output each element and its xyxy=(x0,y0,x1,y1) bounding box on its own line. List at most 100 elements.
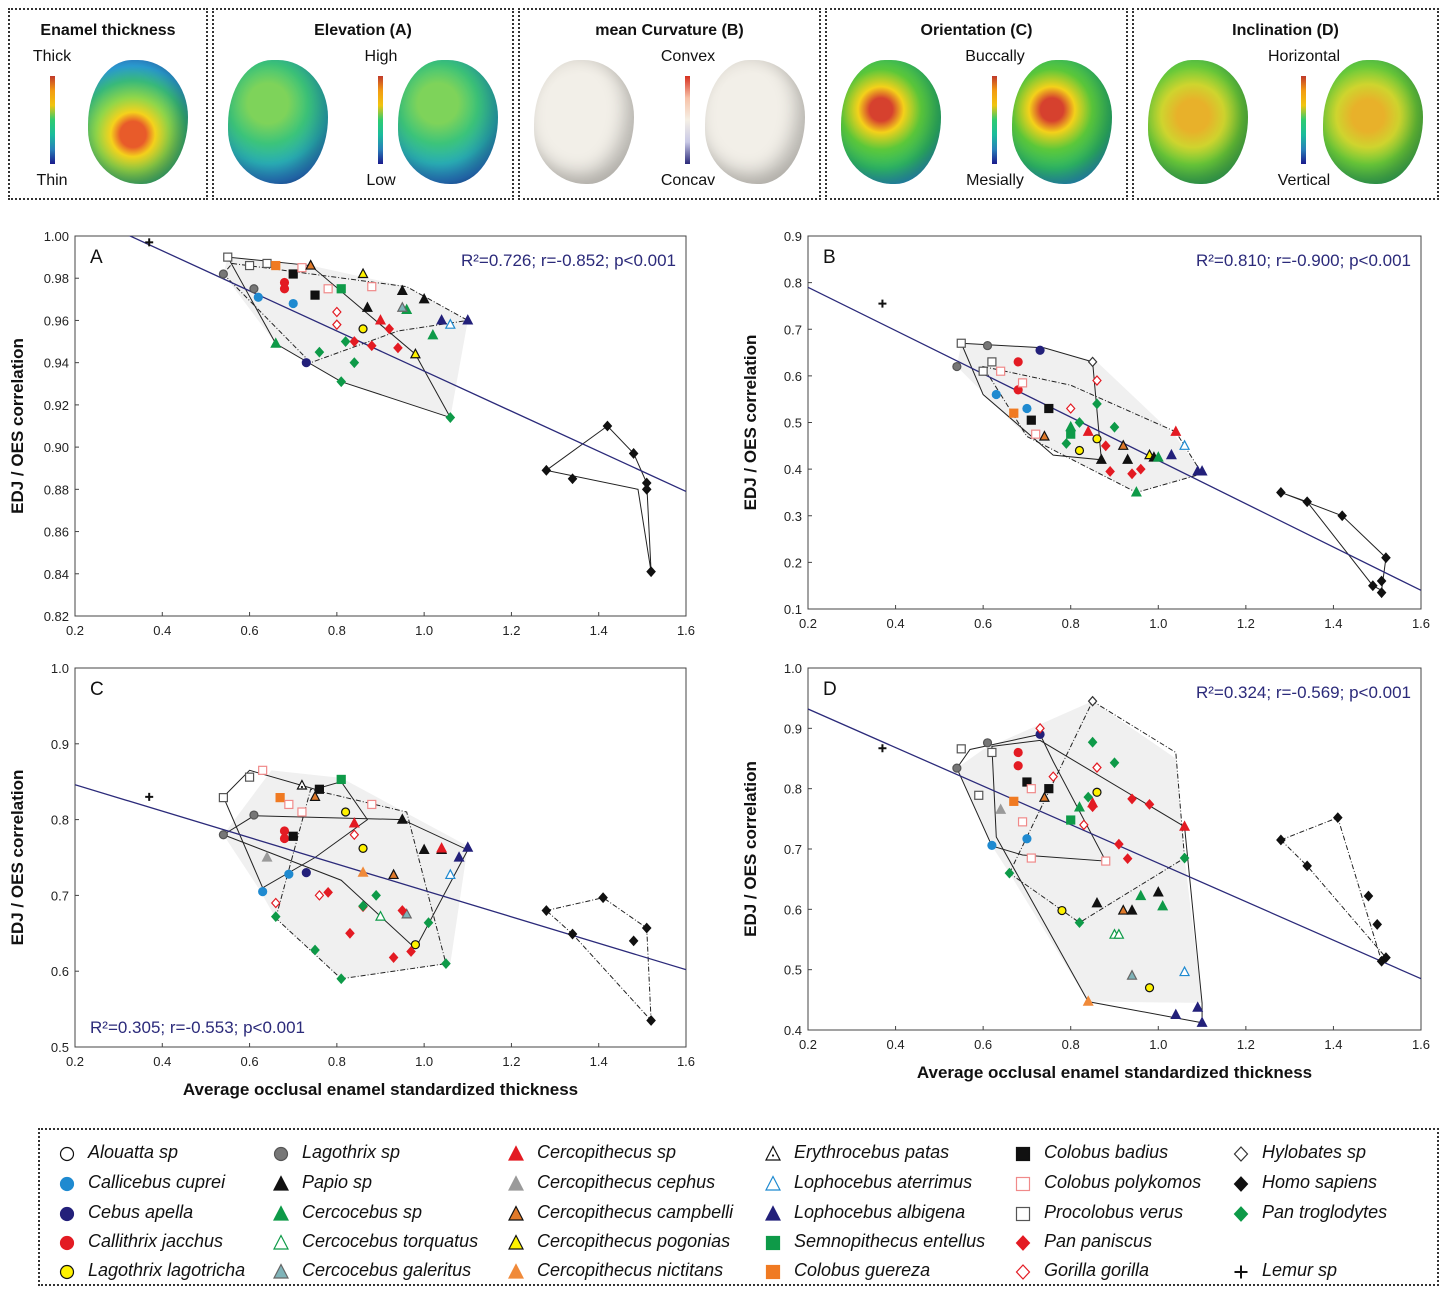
data-point xyxy=(375,314,386,325)
legend-label: Cercocebus galeritus xyxy=(302,1260,472,1280)
legend-marker xyxy=(765,1205,781,1221)
legend-marker xyxy=(1015,1235,1031,1251)
data-point xyxy=(1170,1008,1182,1020)
surface-panel-thick: Enamel thickness Thick Thin xyxy=(8,8,208,200)
data-point xyxy=(1337,510,1347,522)
data-point xyxy=(262,258,272,269)
data-point xyxy=(418,293,430,304)
legend-label: Lemur sp xyxy=(1262,1260,1338,1280)
legend-label: Pan paniscus xyxy=(1044,1231,1153,1251)
data-point xyxy=(145,238,154,247)
data-point xyxy=(336,376,347,388)
legend-label: Cercocebus torquatus xyxy=(302,1231,479,1251)
x-tick-label: 0.8 xyxy=(1062,616,1080,631)
legend-label: Hylobates sp xyxy=(1262,1142,1367,1162)
data-point xyxy=(1114,838,1124,850)
x-tick-label: 0.2 xyxy=(66,1054,84,1069)
legend-label: Colobus polykomos xyxy=(1044,1172,1202,1192)
panel-title: mean Curvature (B) xyxy=(595,22,744,39)
data-point xyxy=(1152,886,1164,897)
data-point xyxy=(1135,463,1146,475)
data-point xyxy=(1004,867,1015,879)
tooth-surface-image xyxy=(1148,60,1248,184)
legend-marker xyxy=(59,1264,75,1280)
x-tick-label: 1.0 xyxy=(1149,616,1167,631)
data-point xyxy=(332,319,342,331)
legend-marker xyxy=(508,1263,524,1279)
legend-marker xyxy=(273,1205,289,1221)
y-tick-label: 0.1 xyxy=(784,602,802,617)
legend-marker-shape xyxy=(1234,1265,1248,1279)
regression-line xyxy=(808,286,1421,591)
data-point xyxy=(1100,440,1111,452)
data-point xyxy=(878,744,887,753)
legend-marker-shape xyxy=(59,1235,75,1251)
data-point xyxy=(1368,580,1378,592)
data-point xyxy=(1363,890,1374,902)
data-point xyxy=(244,260,255,271)
legend-marker-shape xyxy=(59,1146,75,1162)
scale-top-label: Buccally xyxy=(965,48,1025,65)
scale-bottom-label: Concav xyxy=(660,172,716,189)
data-point xyxy=(1130,486,1142,497)
data-point xyxy=(423,917,434,929)
scale-top-label: High xyxy=(364,48,398,65)
convex-hull-outline xyxy=(991,739,1203,1024)
legend-label: Cercopithecus cephus xyxy=(537,1172,716,1192)
data-point xyxy=(1079,819,1089,831)
y-tick-label: 0.5 xyxy=(51,1040,69,1055)
data-point xyxy=(1074,917,1085,929)
y-tick-label: 0.84 xyxy=(44,567,69,582)
legend-marker xyxy=(508,1234,524,1250)
data-point xyxy=(314,346,325,358)
tooth-surface-image xyxy=(228,60,328,184)
data-point xyxy=(357,267,369,279)
data-point xyxy=(258,887,268,897)
data-point xyxy=(1092,398,1102,410)
data-point xyxy=(1372,919,1383,930)
data-point xyxy=(1179,852,1190,864)
data-point xyxy=(641,483,652,495)
data-point xyxy=(340,807,351,817)
x-tick-label: 0.6 xyxy=(974,1037,992,1052)
tooth-surface-image xyxy=(1012,60,1112,184)
plot-frame xyxy=(74,667,687,1048)
scale-top-label: Convex xyxy=(660,48,716,65)
data-point xyxy=(336,973,347,985)
panel-letter: B xyxy=(823,247,836,268)
data-point xyxy=(1122,453,1134,464)
x-tick-label: 0.8 xyxy=(328,623,346,638)
tooth-surface-image xyxy=(841,60,941,184)
x-tick-label: 1.4 xyxy=(590,623,608,638)
legend-marker-shape xyxy=(508,1263,524,1279)
data-point xyxy=(336,284,346,294)
data-point xyxy=(1381,952,1391,964)
x-tick-label: 0.4 xyxy=(153,1054,171,1069)
surface-panel-curv: mean Curvature (B) Convex Concav xyxy=(518,8,821,200)
data-point xyxy=(646,566,656,578)
data-point xyxy=(641,922,652,934)
data-point xyxy=(332,306,342,318)
data-point xyxy=(1035,345,1045,355)
data-point xyxy=(567,928,578,940)
legend-label: Colobus guereza xyxy=(794,1260,931,1280)
data-point xyxy=(218,830,228,840)
data-point xyxy=(1048,771,1059,783)
tooth-surface-image xyxy=(534,60,634,184)
data-point xyxy=(1113,928,1125,939)
legend-marker xyxy=(765,1235,781,1251)
x-tick-label: 0.2 xyxy=(66,623,84,638)
data-point xyxy=(995,803,1007,814)
panel-letter: D xyxy=(823,679,837,700)
y-tick-label: 0.6 xyxy=(784,902,802,917)
tooth-surface-image xyxy=(88,60,188,184)
x-tick-label: 0.8 xyxy=(1062,1037,1080,1052)
y-tick-label: 0.98 xyxy=(44,271,69,286)
x-tick-label: 0.6 xyxy=(241,623,259,638)
y-tick-label: 0.4 xyxy=(784,462,802,477)
regression-statistics: R²=0.810; r=-0.900; p<0.001 xyxy=(1196,251,1411,270)
legend-label: Cercopithecus campbelli xyxy=(537,1202,734,1222)
data-point xyxy=(396,813,408,824)
tooth-surface-image xyxy=(705,60,805,184)
data-point xyxy=(1022,403,1032,414)
